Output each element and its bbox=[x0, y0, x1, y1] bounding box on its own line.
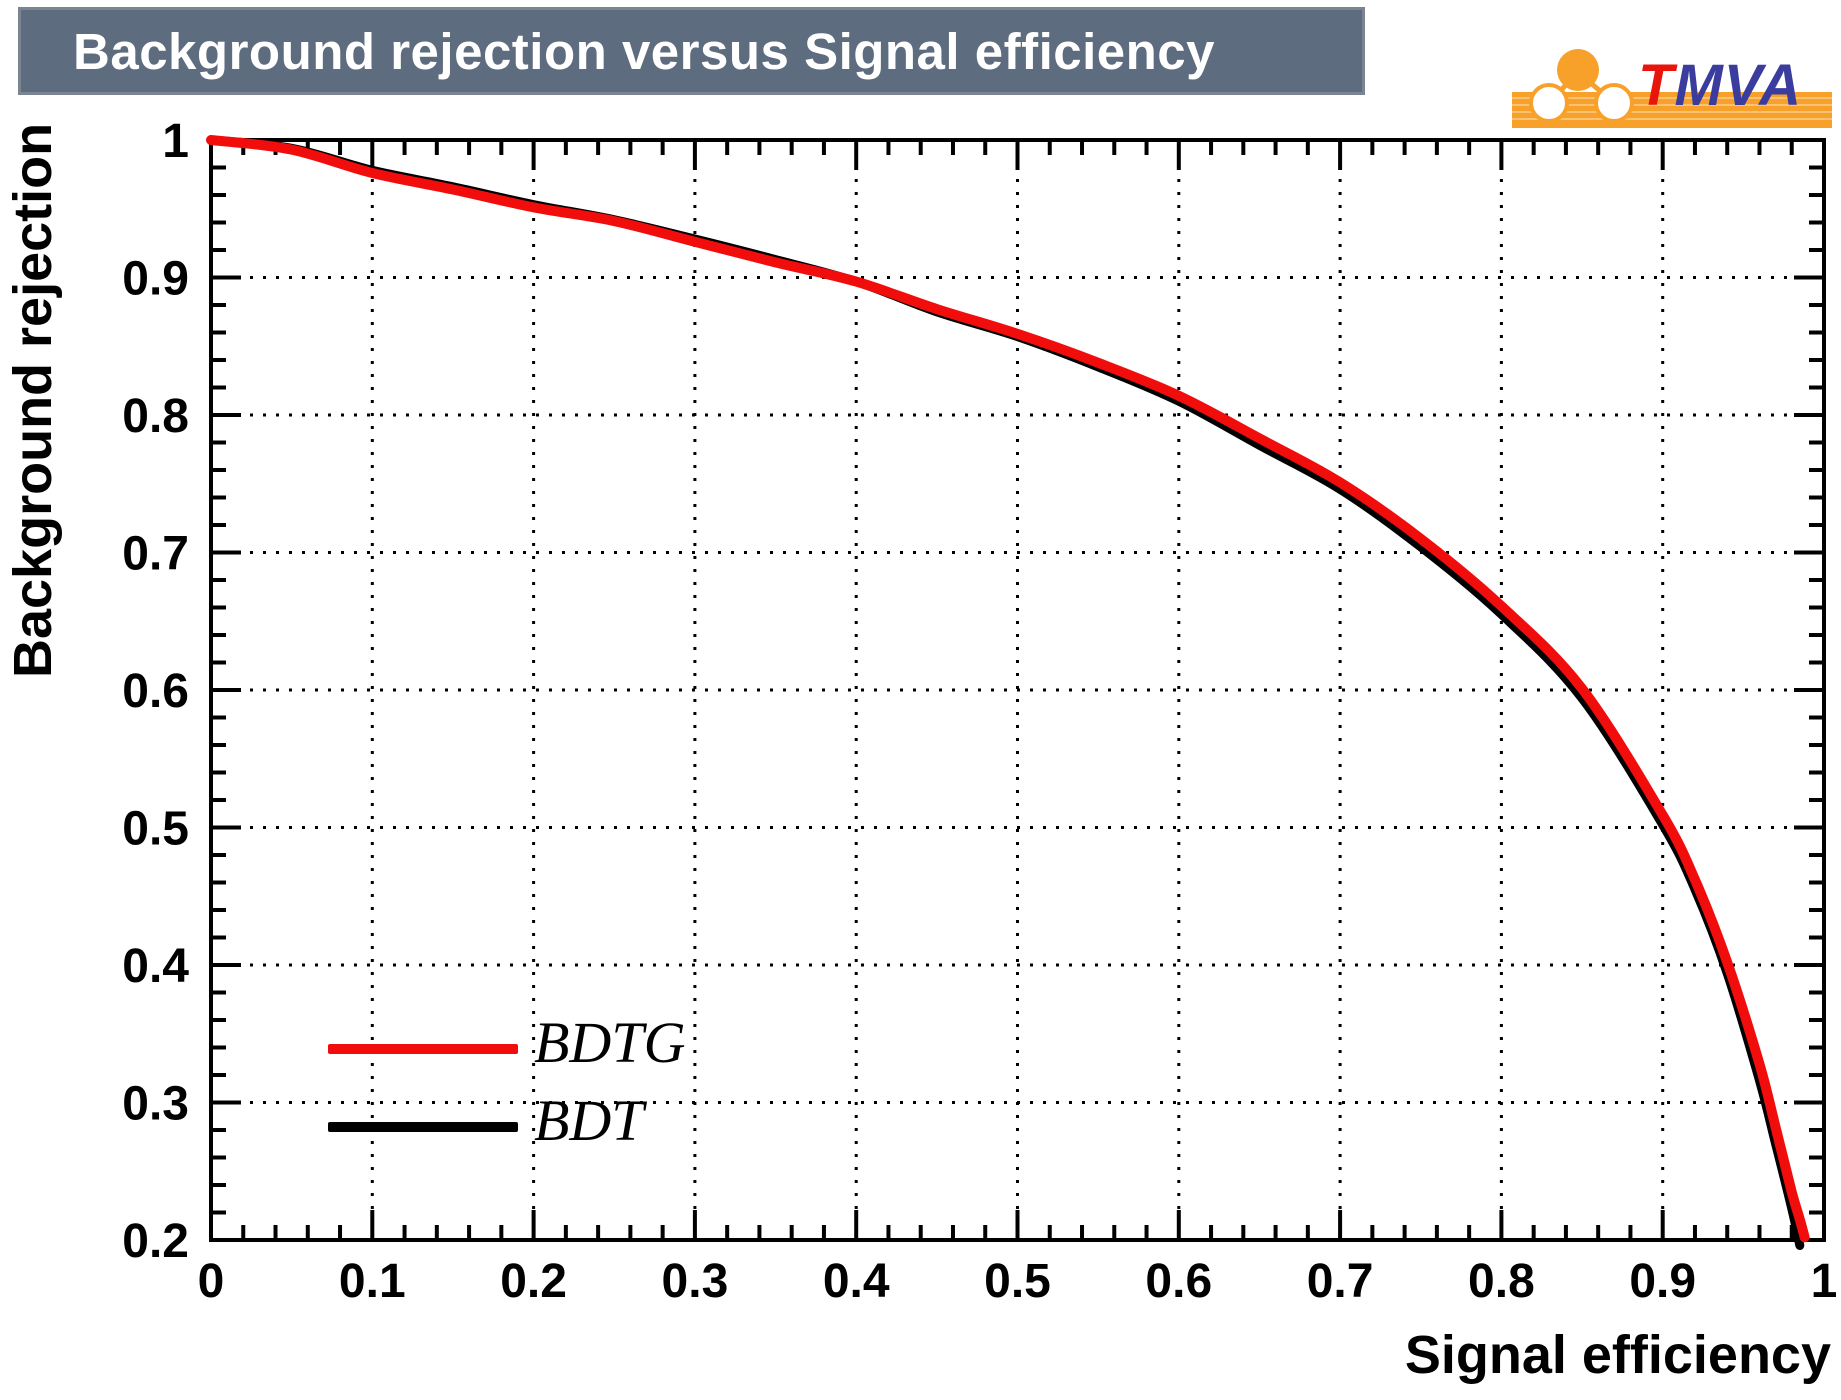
svg-text:0: 0 bbox=[198, 1255, 225, 1308]
plot-title-banner: Background rejection versus Signal effic… bbox=[18, 7, 1365, 95]
plot-title: Background rejection versus Signal effic… bbox=[73, 22, 1216, 80]
curve-BDT bbox=[206, 135, 1805, 1250]
y-axis-title: Background rejection bbox=[3, 122, 63, 678]
legend-line-bdtg bbox=[328, 1044, 518, 1054]
tmva-logo: TMVA bbox=[1512, 22, 1832, 128]
svg-text:0.7: 0.7 bbox=[122, 528, 189, 581]
tmva-molecule-icon bbox=[1512, 49, 1832, 128]
legend-label-bdt: BDT bbox=[534, 1088, 644, 1153]
x-axis-title: Signal efficiency bbox=[1404, 1325, 1831, 1385]
svg-text:0.3: 0.3 bbox=[662, 1255, 729, 1308]
svg-text:0.9: 0.9 bbox=[1629, 1255, 1696, 1308]
svg-text:0.6: 0.6 bbox=[122, 665, 189, 718]
svg-text:0.1: 0.1 bbox=[339, 1255, 406, 1308]
gridlines bbox=[211, 140, 1824, 1240]
svg-text:0.4: 0.4 bbox=[823, 1255, 890, 1308]
svg-text:0.2: 0.2 bbox=[122, 1215, 189, 1268]
axis-ticks bbox=[209, 138, 1826, 1242]
svg-text:0.5: 0.5 bbox=[984, 1255, 1051, 1308]
svg-text:1: 1 bbox=[1811, 1255, 1838, 1308]
tmva-logo-text: TMVA bbox=[1638, 53, 1803, 118]
legend-label-bdtg: BDTG bbox=[534, 1010, 686, 1075]
svg-text:1: 1 bbox=[162, 115, 189, 168]
svg-text:0.2: 0.2 bbox=[500, 1255, 567, 1308]
svg-text:0.5: 0.5 bbox=[122, 803, 189, 856]
svg-text:0.3: 0.3 bbox=[122, 1078, 189, 1131]
svg-text:0.9: 0.9 bbox=[122, 253, 189, 306]
svg-text:0.7: 0.7 bbox=[1307, 1255, 1374, 1308]
curve-BDTG bbox=[206, 135, 1810, 1243]
legend-line-bdt bbox=[328, 1122, 518, 1132]
svg-text:0.8: 0.8 bbox=[1468, 1255, 1535, 1308]
svg-text:0.6: 0.6 bbox=[1145, 1255, 1212, 1308]
tick-labels: 0 0.1 0.2 0.3 0.4 0.5 0.6 0.7 0.8 0.9 1 0.2 0.3 0.4 0.… bbox=[122, 115, 1837, 1308]
svg-text:0.4: 0.4 bbox=[122, 940, 189, 993]
svg-text:0.8: 0.8 bbox=[122, 390, 189, 443]
